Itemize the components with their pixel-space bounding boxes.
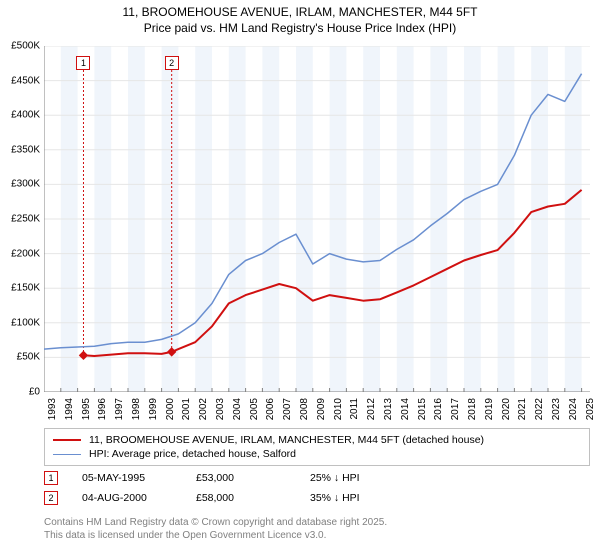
x-tick-label: 2020 <box>501 398 512 420</box>
footer-line2: This data is licensed under the Open Gov… <box>44 529 590 542</box>
x-tick-label: 1996 <box>97 398 108 420</box>
x-tick-label: 1995 <box>81 398 92 420</box>
x-tick-label: 2000 <box>165 398 176 420</box>
y-axis-labels: £0£50K£100K£150K£200K£250K£300K£350K£400… <box>0 46 42 392</box>
sale-marker-2: 2 <box>165 56 179 70</box>
x-tick-label: 2001 <box>181 398 192 420</box>
footer-line1: Contains HM Land Registry data © Crown c… <box>44 516 590 529</box>
x-tick-label: 2013 <box>383 398 394 420</box>
x-tick-label: 2019 <box>484 398 495 420</box>
x-tick-label: 2012 <box>366 398 377 420</box>
sales-table: 1 05-MAY-1995 £53,000 25% ↓ HPI 2 04-AUG-2000… <box>44 468 590 508</box>
sale-price: £53,000 <box>196 472 286 484</box>
sale-date: 04-AUG-2000 <box>82 492 172 504</box>
sale-delta: 25% ↓ HPI <box>310 472 400 484</box>
legend-label: HPI: Average price, detached house, Salf… <box>89 448 296 460</box>
x-axis-labels: 1993 1994 1995 1996 1997 1998 1999 2000 2001 2002… <box>44 394 590 428</box>
y-tick-label: £400K <box>11 110 40 121</box>
sale-date: 05-MAY-1995 <box>82 472 172 484</box>
x-tick-label: 2004 <box>232 398 243 420</box>
x-tick-label: 1993 <box>47 398 58 420</box>
y-tick-label: £250K <box>11 214 40 225</box>
chart-svg <box>44 46 590 392</box>
y-tick-label: £500K <box>11 41 40 52</box>
x-tick-label: 2018 <box>467 398 478 420</box>
sale-row: 1 05-MAY-1995 £53,000 25% ↓ HPI <box>44 468 590 488</box>
x-tick-label: 2011 <box>349 398 360 420</box>
y-tick-label: £50K <box>17 352 40 363</box>
legend: 11, BROOMEHOUSE AVENUE, IRLAM, MANCHESTE… <box>44 428 590 466</box>
x-tick-label: 1998 <box>131 398 142 420</box>
x-tick-label: 2017 <box>450 398 461 420</box>
x-tick-label: 2024 <box>568 398 579 420</box>
sale-delta: 35% ↓ HPI <box>310 492 400 504</box>
x-tick-label: 2015 <box>417 398 428 420</box>
y-tick-label: £300K <box>11 179 40 190</box>
sale-row-marker: 2 <box>44 491 58 505</box>
y-tick-label: £350K <box>11 144 40 155</box>
x-tick-label: 1999 <box>148 398 159 420</box>
x-tick-label: 1994 <box>64 398 75 420</box>
sale-row: 2 04-AUG-2000 £58,000 35% ↓ HPI <box>44 488 590 508</box>
x-tick-label: 2008 <box>299 398 310 420</box>
title-line2: Price paid vs. HM Land Registry's House … <box>8 20 592 36</box>
y-tick-label: £200K <box>11 248 40 259</box>
x-tick-label: 2022 <box>534 398 545 420</box>
legend-swatch <box>53 439 81 441</box>
y-tick-label: £100K <box>11 317 40 328</box>
x-tick-label: 2014 <box>400 398 411 420</box>
sale-price: £58,000 <box>196 492 286 504</box>
x-tick-label: 2006 <box>265 398 276 420</box>
x-tick-label: 2010 <box>333 398 344 420</box>
y-tick-label: £0 <box>29 387 40 398</box>
legend-swatch <box>53 454 81 455</box>
title-line1: 11, BROOMEHOUSE AVENUE, IRLAM, MANCHESTE… <box>8 4 592 20</box>
legend-item: 11, BROOMEHOUSE AVENUE, IRLAM, MANCHESTE… <box>53 433 581 447</box>
x-tick-label: 2021 <box>517 398 528 420</box>
legend-label: 11, BROOMEHOUSE AVENUE, IRLAM, MANCHESTE… <box>89 434 484 446</box>
y-tick-label: £450K <box>11 75 40 86</box>
x-tick-label: 1997 <box>114 398 125 420</box>
x-tick-label: 2023 <box>551 398 562 420</box>
x-tick-label: 2007 <box>282 398 293 420</box>
chart-title: 11, BROOMEHOUSE AVENUE, IRLAM, MANCHESTE… <box>0 0 600 38</box>
chart-plot-area: 12 <box>44 46 590 392</box>
footer-attribution: Contains HM Land Registry data © Crown c… <box>44 516 590 542</box>
sale-row-marker: 1 <box>44 471 58 485</box>
x-tick-label: 2025 <box>585 398 596 420</box>
y-tick-label: £150K <box>11 283 40 294</box>
x-tick-label: 2009 <box>316 398 327 420</box>
x-tick-label: 2016 <box>433 398 444 420</box>
x-tick-label: 2003 <box>215 398 226 420</box>
x-tick-label: 2005 <box>249 398 260 420</box>
x-tick-label: 2002 <box>198 398 209 420</box>
legend-item: HPI: Average price, detached house, Salf… <box>53 447 581 461</box>
sale-marker-1: 1 <box>76 56 90 70</box>
